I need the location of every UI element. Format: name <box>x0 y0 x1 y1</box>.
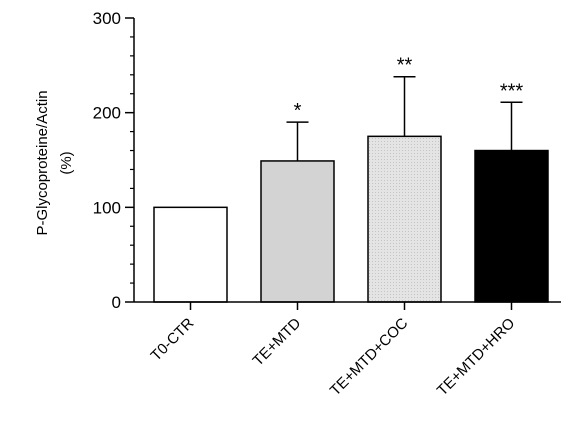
x-category-label: TE+MTD+COC <box>327 315 412 400</box>
axes-group <box>133 18 561 303</box>
y-tick-label: 200 <box>93 104 121 123</box>
y-axis-title-line1: P-Glycoproteine/Actin <box>34 90 51 235</box>
error-bars-group <box>286 75 523 161</box>
bars-group <box>153 135 549 303</box>
x-category-label: T0-CTR <box>148 315 198 365</box>
y-axis-title: P-Glycoproteine/Actin (%) <box>34 90 75 235</box>
significance-group: ****** <box>294 55 524 122</box>
y-tick-label: 0 <box>112 293 121 312</box>
significance-label: ** <box>397 55 413 77</box>
significance-label: * <box>294 100 302 122</box>
bar <box>474 149 549 303</box>
bar <box>153 206 228 303</box>
y-ticks-group: 0 100 200 300 <box>93 9 513 312</box>
y-tick-label: 100 <box>93 198 121 217</box>
x-labels-group: T0-CTR TE+MTD TE+MTD+COC TE+MTD+HRO <box>148 315 519 400</box>
bar <box>367 135 442 303</box>
significance-label: *** <box>500 80 524 102</box>
y-axis-title-line2: (%) <box>58 151 75 174</box>
bar <box>260 160 335 303</box>
x-category-label: TE+MTD <box>250 315 305 370</box>
y-tick-label: 300 <box>93 9 121 28</box>
x-category-label: TE+MTD+HRO <box>434 315 519 400</box>
